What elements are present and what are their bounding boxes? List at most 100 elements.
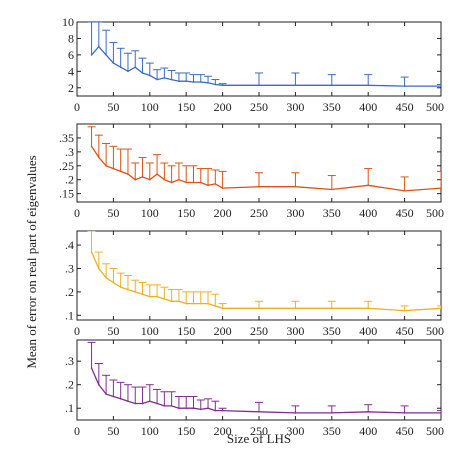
data-point bbox=[134, 402, 137, 405]
data-point bbox=[134, 291, 137, 293]
x-tick-label: 350 bbox=[323, 206, 341, 220]
data-point bbox=[141, 176, 144, 178]
x-tick-label: 200 bbox=[214, 100, 232, 114]
data-point bbox=[134, 178, 137, 181]
data-point bbox=[90, 367, 93, 370]
panel-4: .1 .2 .3 0 50 100 150 200 250 300 350 400 450 500 bbox=[65, 339, 444, 438]
data-point bbox=[199, 81, 202, 83]
x-tick-label: 450 bbox=[396, 100, 414, 114]
data-point bbox=[367, 184, 370, 187]
x-tick-label: 250 bbox=[250, 206, 268, 220]
x-tick-label: 450 bbox=[396, 424, 414, 438]
y-axis-title: Mean of error on real part of eigenvalue… bbox=[24, 155, 39, 368]
data-point bbox=[163, 298, 166, 300]
x-tick-label: 150 bbox=[177, 424, 195, 438]
x-tick-label: 50 bbox=[107, 424, 119, 438]
y-tick-label: 4 bbox=[68, 64, 74, 78]
panel-2: .15.2.25.3.35 0 50 100 150 200 250 300 350 400 450… bbox=[59, 123, 444, 220]
data-point bbox=[163, 405, 166, 407]
y-tick-label: .3 bbox=[65, 261, 74, 275]
series-line bbox=[91, 145, 441, 192]
data-point bbox=[207, 302, 209, 305]
x-tick-label: 200 bbox=[214, 324, 232, 338]
data-point bbox=[214, 183, 217, 185]
data-point bbox=[112, 167, 115, 170]
y-tick-label: .35 bbox=[59, 131, 74, 145]
x-tick-label: 400 bbox=[359, 424, 377, 438]
data-point bbox=[403, 412, 406, 414]
data-point bbox=[156, 173, 158, 175]
data-point bbox=[440, 85, 441, 87]
x-tick-label: 100 bbox=[141, 324, 159, 338]
x-tick-label: 0 bbox=[74, 206, 80, 220]
x-tick-label: 0 bbox=[74, 324, 80, 338]
data-point bbox=[141, 402, 144, 405]
data-point bbox=[331, 84, 333, 87]
y-tick-label: 2 bbox=[68, 81, 74, 95]
data-point bbox=[221, 84, 224, 87]
data-point bbox=[105, 277, 107, 279]
data-point bbox=[112, 281, 115, 284]
x-tick-label: 400 bbox=[359, 206, 377, 220]
data-point bbox=[149, 295, 151, 298]
y-tick-label: .1 bbox=[65, 401, 74, 415]
data-point bbox=[149, 400, 151, 402]
data-point bbox=[331, 412, 333, 414]
data-point bbox=[127, 400, 129, 402]
y-tick-label: .1 bbox=[65, 308, 74, 322]
data-point bbox=[221, 307, 224, 310]
data-point bbox=[119, 170, 122, 173]
data-point bbox=[207, 82, 209, 84]
data-point bbox=[214, 83, 217, 86]
y-tick-label: .25 bbox=[59, 159, 74, 173]
data-point bbox=[98, 156, 100, 159]
data-point bbox=[149, 178, 151, 181]
data-point bbox=[185, 80, 187, 82]
y-tick-label: .4 bbox=[65, 238, 74, 252]
data-point bbox=[214, 305, 217, 307]
data-point bbox=[192, 181, 195, 184]
panel-series bbox=[87, 126, 441, 192]
data-point bbox=[134, 66, 137, 69]
series-line bbox=[91, 251, 441, 312]
data-point bbox=[170, 405, 173, 407]
data-point bbox=[156, 295, 158, 298]
x-tick-label: 350 bbox=[323, 100, 341, 114]
data-point bbox=[105, 54, 107, 56]
x-tick-label: 150 bbox=[177, 324, 195, 338]
x-tick-label: 300 bbox=[286, 324, 304, 338]
data-point bbox=[112, 62, 115, 64]
x-tick-label: 450 bbox=[396, 324, 414, 338]
x-axis-title: Size of LHS bbox=[227, 431, 291, 446]
data-point bbox=[207, 407, 209, 410]
x-tick-label: 400 bbox=[359, 324, 377, 338]
data-point bbox=[178, 178, 180, 181]
data-point bbox=[192, 407, 195, 410]
data-point bbox=[178, 300, 180, 303]
panel-3: .1 .2 .3 .4 0 50 100 150 200 250 300 350 400 450 500 bbox=[65, 230, 444, 338]
x-tick-label: 400 bbox=[359, 100, 377, 114]
data-point bbox=[170, 78, 173, 81]
data-point bbox=[178, 80, 180, 82]
data-point bbox=[258, 84, 260, 87]
x-tick-label: 100 bbox=[141, 100, 159, 114]
data-point bbox=[185, 407, 187, 410]
x-tick-label: 500 bbox=[426, 324, 444, 338]
data-point bbox=[127, 70, 129, 73]
data-point bbox=[163, 77, 166, 79]
data-point bbox=[119, 66, 122, 69]
data-point bbox=[170, 300, 173, 303]
x-tick-label: 200 bbox=[214, 424, 232, 438]
data-point bbox=[199, 181, 202, 184]
y-tick-label: 6 bbox=[68, 48, 74, 62]
data-point bbox=[119, 398, 122, 400]
y-tick-label: .3 bbox=[65, 145, 74, 159]
data-point bbox=[170, 181, 173, 184]
data-point bbox=[258, 185, 260, 188]
data-point bbox=[403, 190, 406, 192]
data-point bbox=[440, 307, 441, 310]
x-tick-label: 0 bbox=[74, 100, 80, 114]
